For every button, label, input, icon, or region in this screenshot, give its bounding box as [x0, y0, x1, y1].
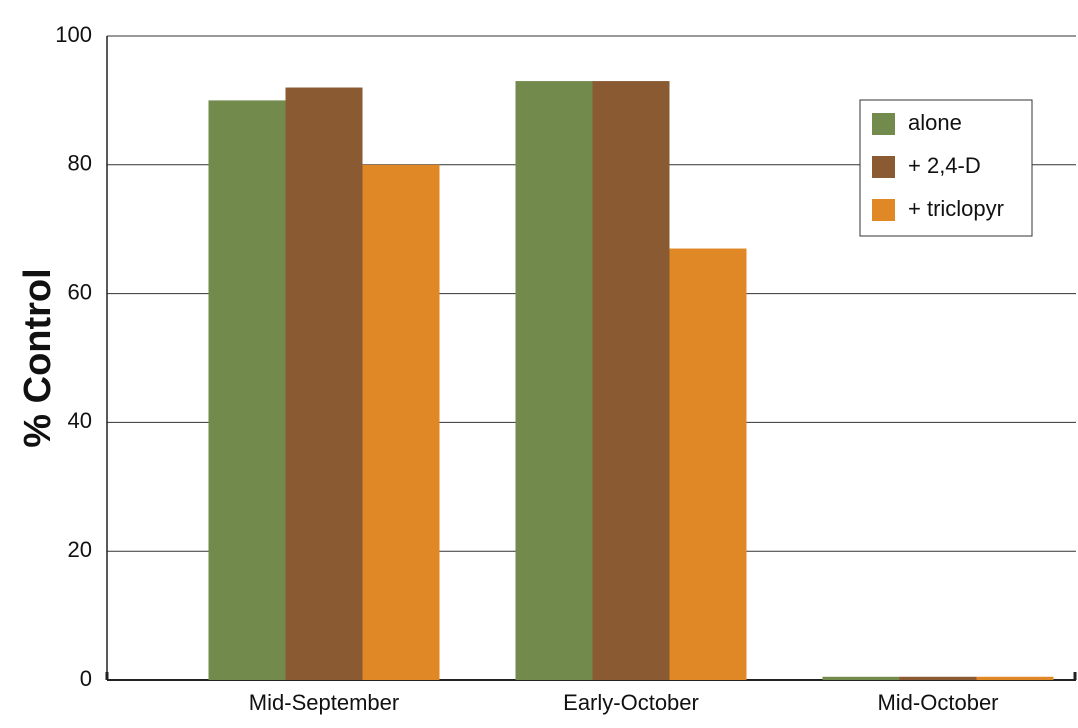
y-tick-label: 0	[80, 666, 92, 691]
bar	[515, 81, 593, 680]
bar	[976, 676, 1054, 680]
bar	[208, 100, 286, 680]
y-tick-label: 60	[68, 279, 92, 304]
x-tick-label: Mid-September	[249, 690, 399, 715]
y-tick-label: 80	[68, 151, 92, 176]
x-tick-label: Mid-October	[877, 690, 998, 715]
legend-swatch	[872, 113, 895, 135]
y-axis-label: % Control	[17, 268, 59, 447]
legend-swatch	[872, 156, 895, 178]
legend-label: + 2,4-D	[908, 153, 981, 178]
y-tick-label: 40	[68, 408, 92, 433]
legend-label: alone	[908, 110, 962, 135]
bar	[362, 164, 440, 681]
bar	[669, 248, 747, 680]
y-tick-label: 20	[68, 537, 92, 562]
legend-label: + triclopyr	[908, 196, 1004, 221]
x-tick-label: Early-October	[563, 690, 699, 715]
bar	[285, 87, 363, 680]
bar	[899, 676, 977, 680]
y-tick-label: 100	[55, 22, 92, 47]
legend-swatch	[872, 199, 895, 221]
bar	[822, 676, 900, 680]
bar	[592, 81, 670, 680]
